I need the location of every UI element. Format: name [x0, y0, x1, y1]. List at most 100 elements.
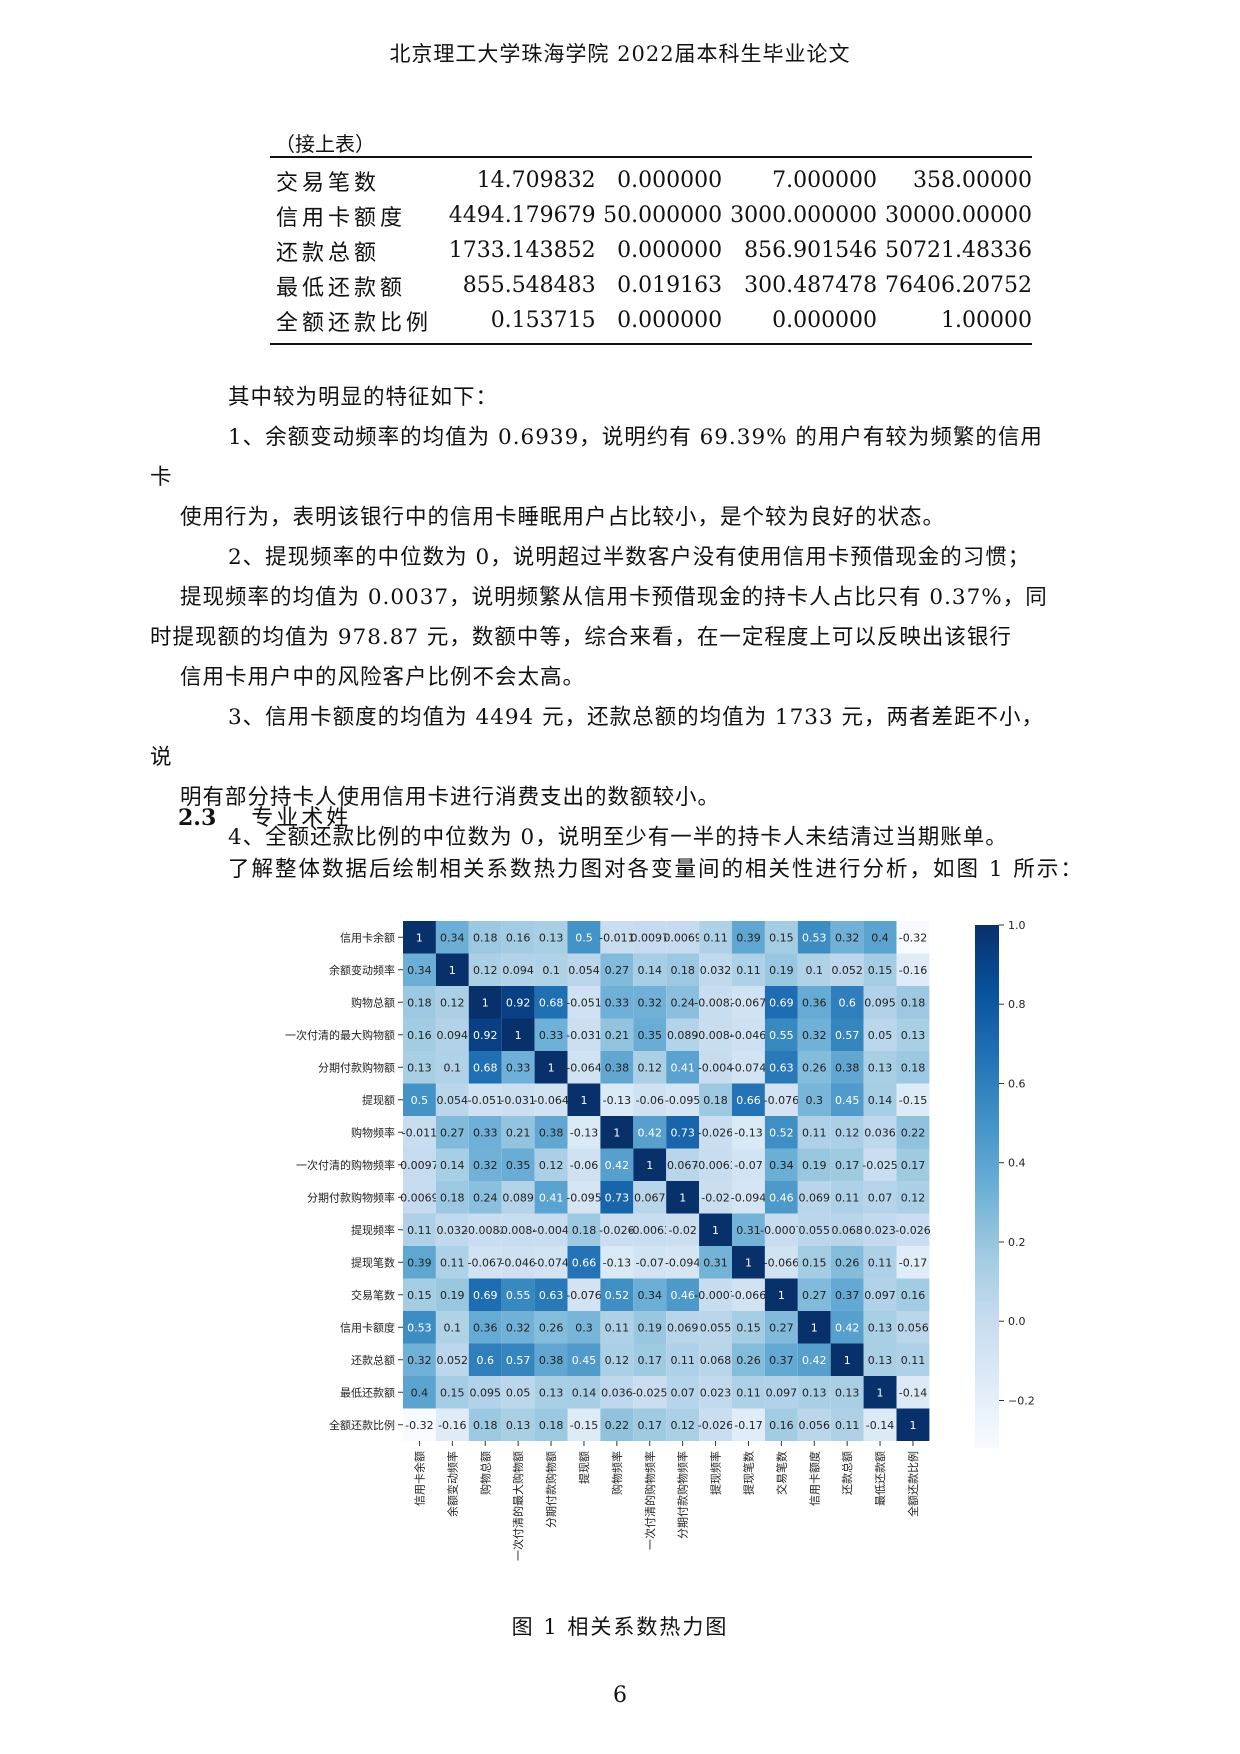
cell-value-label: 0.095: [864, 996, 896, 1009]
cell-value-label: 0.33: [539, 1029, 564, 1042]
cell-value-label: -0.32: [899, 931, 927, 944]
heatmap-cell: [501, 921, 535, 954]
heatmap-cell: [403, 1116, 436, 1149]
heatmap-cell: [403, 1018, 436, 1051]
heatmap-cell: [633, 1051, 667, 1084]
cell-value-label: 0.14: [868, 1094, 893, 1107]
heatmap-cell: [501, 1213, 535, 1246]
heatmap-cell: [567, 1376, 601, 1409]
cell-value-label: 0.32: [473, 1159, 498, 1172]
heatmap-cell: [435, 921, 469, 954]
heatmap-cell: [501, 1278, 535, 1311]
heatmap-cell: [830, 1148, 864, 1181]
cell-value-label: 0.5: [411, 1094, 429, 1107]
cell-value-label: 1: [811, 1321, 818, 1334]
cell-value-label: 0.27: [605, 964, 630, 977]
cell-value-label: 0.067: [634, 1191, 666, 1204]
table-cell: 50.000000: [603, 203, 723, 228]
heatmap-cell: [764, 953, 798, 986]
heatmap-cell: [732, 1408, 765, 1441]
heatmap-cell: [501, 1018, 535, 1051]
cell-value-label: -0.095: [665, 1094, 700, 1107]
heatmap-cell: [863, 1376, 897, 1409]
heatmap-cell: [666, 1083, 700, 1116]
heatmap-cell: [534, 1246, 568, 1279]
heatmap-cell: [633, 1278, 667, 1311]
cell-value-label: 0.41: [670, 1061, 695, 1074]
heatmap-cell: [863, 986, 897, 1019]
section-title: 专业术姓: [251, 806, 352, 831]
cell-value-label: 0.37: [835, 1289, 860, 1302]
table-cell: 1.00000: [941, 308, 1032, 333]
cell-value-label: 0.19: [638, 1321, 663, 1334]
cell-value-label: 0.18: [539, 1419, 564, 1432]
cell-value-label: 0.41: [539, 1191, 564, 1204]
cell-value-label: 0.13: [868, 1321, 893, 1334]
cell-value-label: 0.18: [901, 996, 926, 1009]
cell-value-label: 0.34: [769, 1159, 794, 1172]
heatmap-cell: [863, 1246, 897, 1279]
heatmap-cell: [534, 1213, 568, 1246]
heatmap-cell: [666, 1018, 700, 1051]
cell-value-label: -0.046: [500, 1256, 535, 1269]
cell-value-label: -0.025: [862, 1159, 897, 1172]
cell-value-label: 0.12: [835, 1126, 860, 1139]
cell-value-label: 0.094: [502, 964, 534, 977]
cell-value-label: 0.36: [473, 1321, 498, 1334]
heatmap-cell: [797, 921, 831, 954]
heatmap-cell: [534, 1083, 568, 1116]
table-cell: 0.000000: [617, 238, 723, 263]
heatmap-cell: [732, 986, 765, 1019]
heatmap-cell: [732, 1181, 765, 1214]
cell-value-label: 0.19: [769, 964, 794, 977]
heatmap-cell: [896, 986, 930, 1019]
row-label: 全额还款比例: [276, 310, 433, 336]
heatmap-cell: [501, 1051, 535, 1084]
cell-value-label: 0.13: [835, 1386, 860, 1399]
cell-value-label: -0.0063: [694, 1159, 736, 1172]
cell-value-label: 0.056: [799, 1419, 831, 1432]
cell-value-label: 0.16: [506, 931, 531, 944]
point-1-line-2: 使用行为，表明该银行中的信用卡睡眠用户占比较小，是个较为良好的状态。: [180, 505, 946, 530]
cell-value-label: 0.22: [605, 1419, 630, 1432]
row-tick-label: 余额变动频率: [329, 963, 395, 977]
row-tick-label: 提现频率: [351, 1223, 395, 1237]
cell-value-label: 0.32: [506, 1321, 531, 1334]
page-number: 6: [613, 1683, 627, 1708]
heatmap-cell: [435, 1148, 469, 1181]
point-2-line-2: 提现频率的均值为 0.0037，说明频繁从信用卡预借现金的持卡人占比只有 0.3…: [180, 585, 1048, 610]
cell-value-label: 0.11: [901, 1354, 926, 1367]
heatmap-cell: [797, 1343, 831, 1376]
cell-value-label: 0.13: [407, 1061, 432, 1074]
heatmap-cell: [534, 1148, 568, 1181]
table-continued-label: （接上表）: [275, 132, 375, 156]
cell-value-label: 0.052: [831, 964, 863, 977]
heatmap-cell: [830, 1116, 864, 1149]
heatmap-cell: [435, 1116, 469, 1149]
heatmap-cell: [633, 1311, 667, 1344]
heatmap-cell: [896, 1083, 930, 1116]
cell-value-label: -0.066: [731, 1289, 766, 1302]
heatmap-cell: [600, 1376, 634, 1409]
heatmap-cell: [666, 921, 700, 954]
heatmap-cell: [764, 1343, 798, 1376]
cell-value-label: 0.036: [864, 1126, 896, 1139]
heatmap-cell: [896, 1246, 930, 1279]
heatmap-cell: [699, 1051, 732, 1084]
table-cell: 4494.179679: [448, 203, 596, 228]
cell-value-label: 0.11: [736, 964, 761, 977]
heatmap-cell: [600, 1083, 634, 1116]
cell-value-label: 0.63: [539, 1289, 564, 1302]
heatmap-cell: [896, 1181, 930, 1214]
heatmap-cell: [764, 921, 798, 954]
table-row: 信用卡额度 4494.179679 50.000000 3000.000000 3000…: [270, 198, 1032, 233]
heatmap-cell: [435, 1246, 469, 1279]
cell-value-label: 0.19: [802, 1159, 827, 1172]
cell-value-label: 0.15: [736, 1321, 761, 1334]
point-2-line-1: 2、提现频率的中位数为 0，说明超过半数客户没有使用信用卡预借现金的习惯；: [228, 545, 1031, 570]
heatmap-cell: [468, 1018, 502, 1051]
heatmap-cell: [830, 1213, 864, 1246]
cell-value-label: 0.42: [835, 1321, 860, 1334]
cell-value-label: -0.02: [701, 1191, 729, 1204]
